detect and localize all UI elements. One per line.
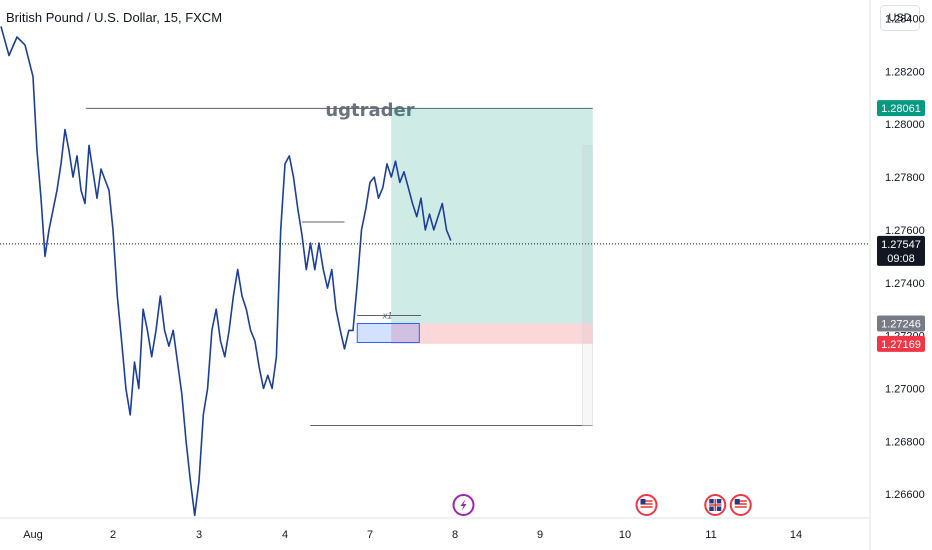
price-label-text: 1.27169 [881, 339, 921, 351]
currency-selector-button[interactable]: USD [880, 5, 920, 31]
countdown-text: 09:08 [887, 253, 915, 265]
y-tick-label: 1.27000 [885, 384, 925, 396]
price-label-text: 1.27246 [881, 318, 921, 330]
price-label-badge [877, 100, 925, 117]
price-label-text: 1.27547 [881, 239, 921, 251]
x-tick-label: Aug [23, 529, 43, 541]
y-tick-label: 1.27400 [885, 278, 925, 290]
x-tick-label: 14 [790, 529, 802, 541]
price-label-badge [877, 235, 925, 266]
watermark: ugtrader [325, 100, 414, 121]
y-tick-label: 1.28200 [885, 66, 925, 78]
chart-title: British Pound / U.S. Dollar, 15, FXCM [6, 10, 223, 25]
lightning-icon-bolt [460, 499, 467, 511]
demand-zone[interactable] [356, 322, 420, 344]
x-tick-label: 11 [705, 529, 716, 541]
x-tick-label: 2 [110, 529, 116, 541]
position-handle-bar[interactable] [582, 145, 593, 426]
y-tick-label: 1.28000 [885, 119, 925, 131]
x-tick-label: 9 [537, 529, 543, 541]
y-tick-label: 1.27800 [885, 172, 925, 184]
price-label-badge [877, 315, 925, 332]
flag-canton [734, 499, 740, 504]
price-label-text: 1.28061 [881, 103, 921, 115]
x-tick-label: 7 [367, 529, 373, 541]
y-tick-label: 1.26800 [885, 436, 925, 448]
us-flag-icon[interactable] [729, 494, 752, 516]
y-tick-label: 1.28400 [885, 14, 925, 26]
position-profit-zone[interactable] [391, 108, 593, 324]
flag-canton [640, 499, 646, 504]
y-tick-label: 1.27600 [885, 225, 925, 237]
y-tick-label: 1.26600 [885, 489, 925, 501]
x-tick-label: 8 [452, 529, 458, 541]
x-tick-label: 3 [196, 529, 202, 541]
x-tick-label: 10 [619, 529, 631, 541]
x-tick-label: 4 [282, 529, 288, 541]
x1-label: x1 [382, 310, 393, 320]
us-flag-icon[interactable] [635, 494, 658, 516]
position-loss-zone[interactable] [391, 323, 593, 344]
price-label-badge [877, 335, 925, 352]
price-line[interactable] [0, 26, 452, 517]
